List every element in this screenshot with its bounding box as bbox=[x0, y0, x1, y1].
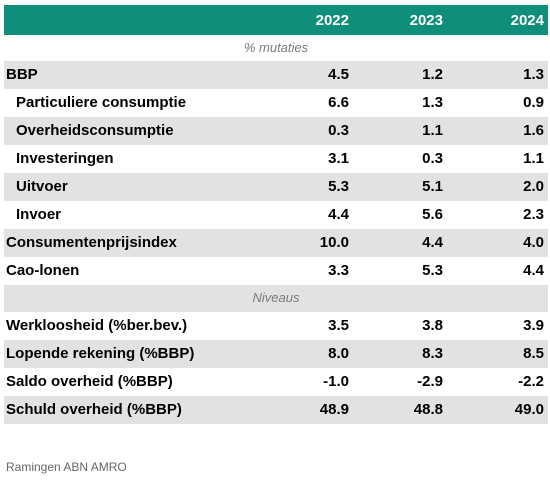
row-label: Invoer bbox=[16, 206, 62, 223]
section-row-mutaties: % mutaties bbox=[4, 35, 548, 61]
table-row: Saldo overheid (%BBP) -1.0 -2.9 -2.2 bbox=[4, 368, 548, 396]
row-label: Schuld overheid (%BBP) bbox=[6, 401, 182, 418]
value-2024: 0.9 bbox=[523, 94, 544, 111]
table-row: Uitvoer 5.3 5.1 2.0 bbox=[4, 173, 548, 201]
value-2023: 1.1 bbox=[422, 122, 443, 139]
table-row: Werkloosheid (%ber.bev.) 3.5 3.8 3.9 bbox=[4, 312, 548, 340]
value-2022: 4.4 bbox=[328, 206, 349, 223]
value-2023: 5.3 bbox=[422, 262, 443, 279]
row-label: Uitvoer bbox=[16, 178, 68, 195]
table-row: Invoer 4.4 5.6 2.3 bbox=[4, 201, 548, 229]
value-2023: 5.1 bbox=[422, 178, 443, 195]
section-label-mutaties: % mutaties bbox=[243, 40, 309, 55]
value-2022: 4.5 bbox=[328, 66, 349, 83]
source-note: Ramingen ABN AMRO bbox=[6, 460, 127, 474]
row-label: Saldo overheid (%BBP) bbox=[6, 373, 173, 390]
value-2024: 3.9 bbox=[523, 317, 544, 334]
value-2024: 8.5 bbox=[523, 345, 544, 362]
value-2023: 48.8 bbox=[413, 401, 443, 418]
value-2023: 1.3 bbox=[422, 94, 443, 111]
table-row: Particuliere consumptie 6.6 1.3 0.9 bbox=[4, 89, 548, 117]
value-2023: 8.3 bbox=[422, 345, 443, 362]
row-label: Particuliere consumptie bbox=[16, 94, 187, 111]
value-2022: 8.0 bbox=[328, 345, 349, 362]
row-label: Cao-lonen bbox=[6, 262, 80, 279]
table-row: Overheidsconsumptie 0.3 1.1 1.6 bbox=[4, 117, 548, 145]
value-2022: 6.6 bbox=[328, 94, 349, 111]
value-2022: 3.5 bbox=[328, 317, 349, 334]
value-2022: 0.3 bbox=[328, 122, 349, 139]
forecast-table: 2022 2023 2024 % mutaties BBP 4.5 1.2 1.… bbox=[4, 5, 548, 424]
row-label: Consumentenprijsindex bbox=[6, 234, 177, 251]
year-header-2022: 2022 bbox=[315, 12, 349, 29]
year-header-2024: 2024 bbox=[510, 12, 544, 29]
value-2022: 5.3 bbox=[328, 178, 349, 195]
value-2024: 4.0 bbox=[523, 234, 544, 251]
table-header-row: 2022 2023 2024 bbox=[4, 5, 548, 35]
table-row: Schuld overheid (%BBP) 48.9 48.8 49.0 bbox=[4, 396, 548, 424]
value-2023: 4.4 bbox=[422, 234, 443, 251]
value-2024: 1.6 bbox=[523, 122, 544, 139]
table-row: Consumentenprijsindex 10.0 4.4 4.0 bbox=[4, 229, 548, 257]
value-2024: -2.2 bbox=[518, 373, 544, 390]
section-row-niveaus: Niveaus bbox=[4, 285, 548, 312]
table-row: Lopende rekening (%BBP) 8.0 8.3 8.5 bbox=[4, 340, 548, 368]
row-label: Lopende rekening (%BBP) bbox=[6, 345, 195, 362]
row-label: Overheidsconsumptie bbox=[16, 122, 174, 139]
value-2023: -2.9 bbox=[417, 373, 443, 390]
value-2022: 48.9 bbox=[319, 401, 349, 418]
section-label-niveaus: Niveaus bbox=[252, 290, 300, 305]
row-label: Investeringen bbox=[16, 150, 114, 167]
value-2024: 1.1 bbox=[523, 150, 544, 167]
value-2022: -1.0 bbox=[323, 373, 349, 390]
value-2022: 3.3 bbox=[328, 262, 349, 279]
table-row: BBP 4.5 1.2 1.3 bbox=[4, 61, 548, 89]
value-2024: 1.3 bbox=[523, 66, 544, 83]
table-row: Investeringen 3.1 0.3 1.1 bbox=[4, 145, 548, 173]
value-2024: 49.0 bbox=[514, 401, 544, 418]
value-2023: 3.8 bbox=[422, 317, 443, 334]
value-2024: 4.4 bbox=[523, 262, 544, 279]
value-2023: 0.3 bbox=[422, 150, 443, 167]
table-row: Cao-lonen 3.3 5.3 4.4 bbox=[4, 257, 548, 285]
row-label: Werkloosheid (%ber.bev.) bbox=[6, 317, 188, 334]
value-2024: 2.0 bbox=[523, 178, 544, 195]
value-2023: 1.2 bbox=[422, 66, 443, 83]
value-2022: 10.0 bbox=[319, 234, 349, 251]
row-label: BBP bbox=[6, 66, 38, 83]
value-2024: 2.3 bbox=[523, 206, 544, 223]
value-2023: 5.6 bbox=[422, 206, 443, 223]
value-2022: 3.1 bbox=[328, 150, 349, 167]
year-header-2023: 2023 bbox=[409, 12, 443, 29]
